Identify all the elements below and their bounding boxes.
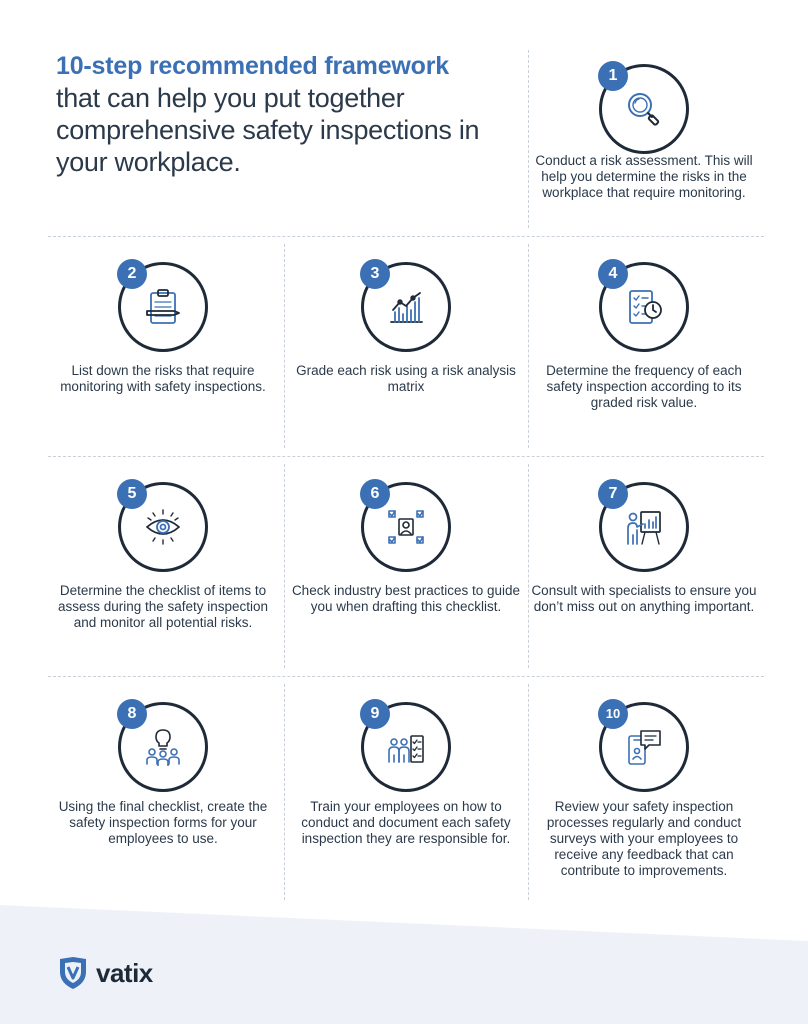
step-number-badge: 2 (117, 259, 147, 289)
step-description: Using the final checklist, create the sa… (58, 799, 268, 846)
column-divider (528, 684, 529, 900)
step-number-badge: 4 (598, 259, 628, 289)
step-icon-circle: 6 (360, 479, 451, 572)
step-number-badge: 3 (360, 259, 390, 289)
column-divider (284, 244, 285, 448)
column-divider (284, 464, 285, 668)
step-number-badge: 9 (360, 699, 390, 729)
column-divider (528, 244, 529, 448)
step-number-badge: 10 (598, 699, 628, 729)
footer-background (0, 905, 808, 1024)
step-icon-circle: 2 (117, 259, 208, 352)
step-number-badge: 7 (598, 479, 628, 509)
step-number-badge: 6 (360, 479, 390, 509)
brand-logo: vatix (58, 955, 153, 991)
step-icon-circle: 9 (360, 699, 451, 792)
brand-name: vatix (96, 957, 153, 988)
column-divider (528, 50, 529, 228)
step-description: Determine the checklist of items to asse… (57, 583, 269, 630)
step-icon-circle: 1 (598, 61, 689, 154)
magnifier-icon (628, 93, 660, 126)
row-divider (48, 676, 764, 677)
chart-analysis-icon (390, 292, 423, 323)
step-icon-circle: 4 (598, 259, 689, 352)
page-title: 10-step recommended framework that can h… (56, 50, 516, 178)
step-icon-circle: 3 (360, 259, 451, 352)
eye-icon (146, 509, 180, 545)
step-description: List down the risks that require monitor… (60, 363, 266, 394)
step-description: Determine the frequency of each safety i… (546, 363, 742, 410)
team-lightbulb-icon (146, 729, 180, 766)
step-description: Train your employees on how to conduct a… (301, 799, 511, 846)
step-description: Conduct a risk assessment. This will hel… (535, 153, 753, 200)
column-divider (284, 684, 285, 900)
step-icon-circle: 7 (598, 479, 689, 572)
step-number-badge: 5 (117, 479, 147, 509)
training-checklist-icon (388, 735, 424, 763)
person-checkboxes-icon (388, 510, 424, 544)
row-divider (48, 456, 764, 457)
step-description: Grade each risk using a risk analysis ma… (296, 363, 516, 394)
title-accent: 10-step recommended framework (56, 52, 449, 80)
step-description: Review your safety inspection processes … (546, 799, 742, 878)
row-divider (48, 236, 764, 237)
phone-chat-icon (628, 730, 661, 765)
presenter-board-icon (627, 511, 661, 545)
step-description: Check industry best practices to guide y… (291, 583, 521, 614)
shield-logo-icon (60, 957, 86, 989)
step-description: Consult with specialists to ensure you d… (531, 583, 757, 614)
column-divider (528, 464, 529, 668)
step-icon-circle: 5 (117, 479, 208, 572)
checklist-clock-icon (629, 290, 662, 324)
step-number-badge: 1 (598, 61, 628, 91)
title-rest: that can help you put together comprehen… (56, 83, 480, 177)
step-number-badge: 8 (117, 699, 147, 729)
step-icon-circle: 8 (117, 699, 208, 792)
step-icon-circle: 10 (598, 699, 689, 792)
clipboard-pencil-icon (146, 289, 180, 324)
